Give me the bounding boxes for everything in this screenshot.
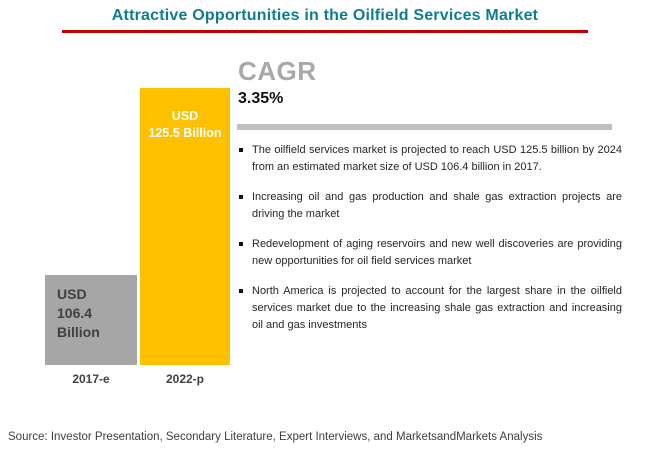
divider-bar bbox=[237, 124, 612, 130]
cagr-label: CAGR bbox=[238, 56, 317, 86]
bullet-list: The oilfield services market is projecte… bbox=[238, 142, 622, 347]
bar-chart: USD 106.4 Billion USD 125.5 Billion bbox=[45, 88, 235, 365]
cagr-value: 3.35% bbox=[238, 90, 284, 107]
title-underline bbox=[62, 30, 588, 33]
bullet-item: Increasing oil and gas production and sh… bbox=[238, 189, 622, 223]
x-axis-label-2017: 2017-e bbox=[72, 372, 110, 386]
bar-value-label: USD 125.5 Billion bbox=[148, 109, 222, 140]
bar-2022: USD 125.5 Billion bbox=[140, 88, 230, 365]
bar-2017: USD 106.4 Billion bbox=[45, 275, 137, 365]
source-note: Source: Investor Presentation, Secondary… bbox=[8, 431, 543, 443]
page-title: Attractive Opportunities in the Oilfield… bbox=[111, 7, 539, 24]
bar-value-label: USD 106.4 Billion bbox=[57, 286, 100, 340]
bullet-item: The oilfield services market is projecte… bbox=[238, 142, 622, 176]
bullet-item: Redevelopment of aging reservoirs and ne… bbox=[238, 236, 622, 270]
x-axis-label-2022: 2022-p bbox=[165, 372, 205, 386]
bullet-item: North America is projected to account fo… bbox=[238, 283, 622, 334]
